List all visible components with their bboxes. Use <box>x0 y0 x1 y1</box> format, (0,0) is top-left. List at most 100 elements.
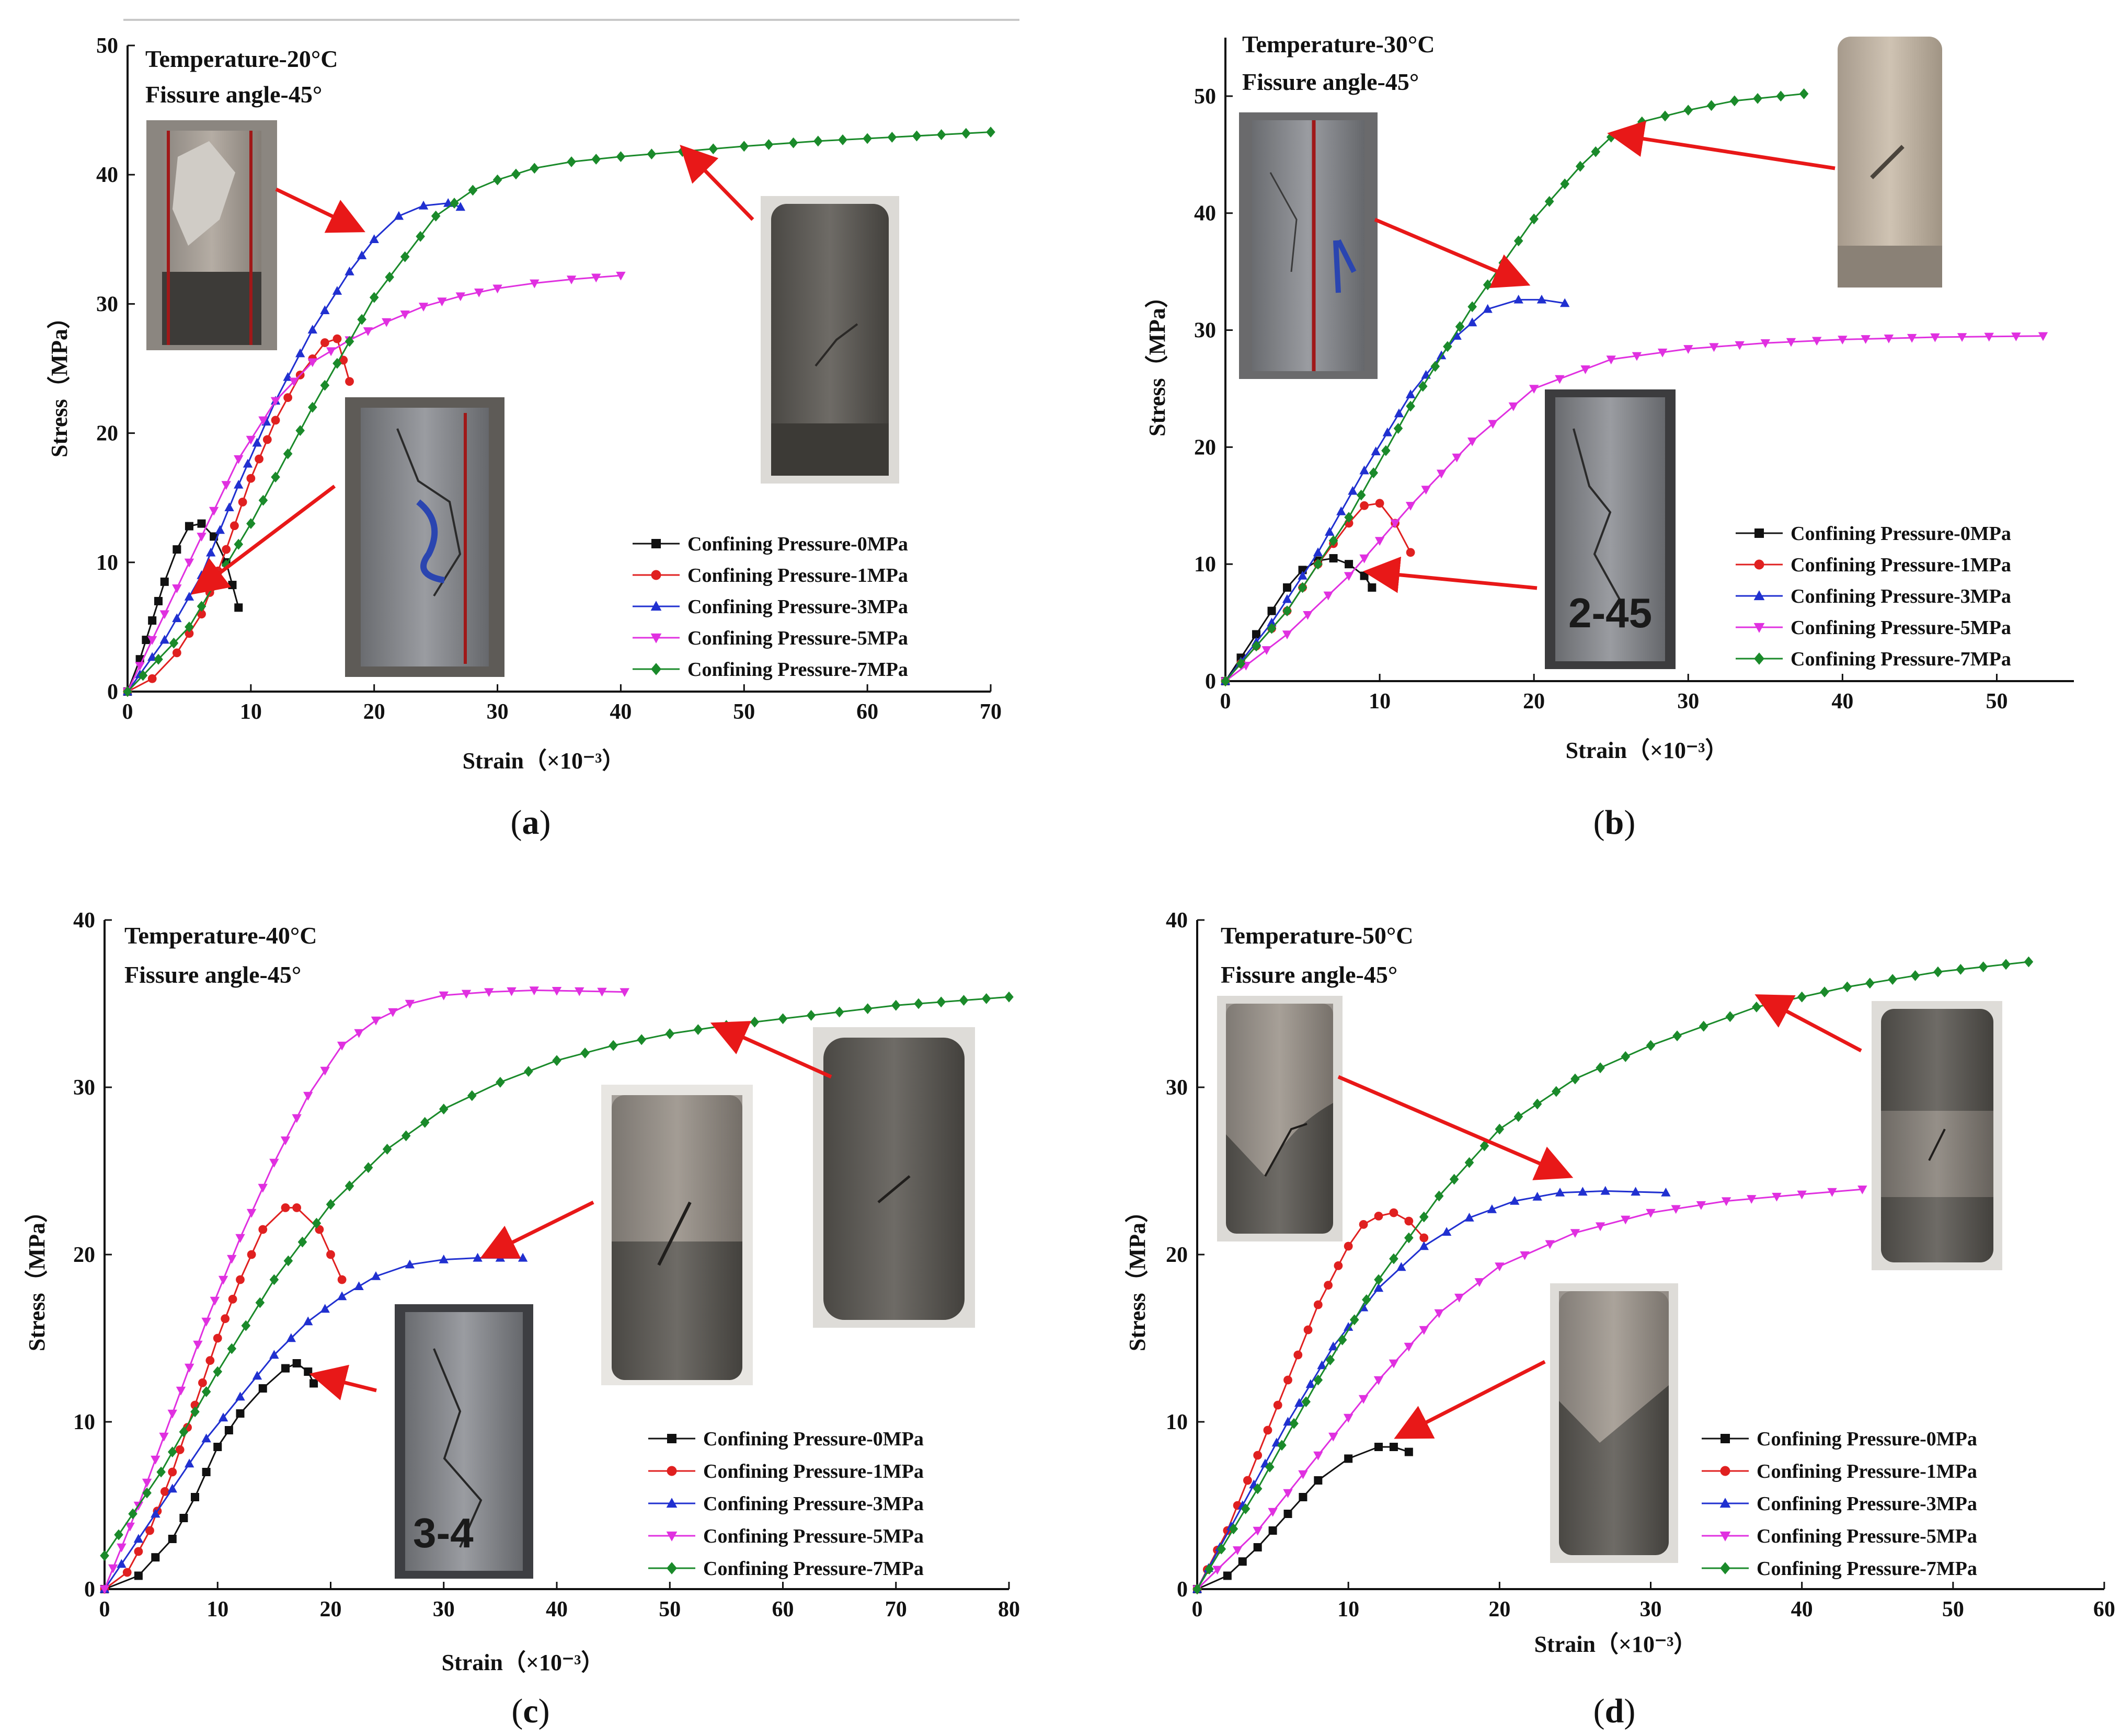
data-point <box>1483 279 1493 291</box>
y-tick-label: 0 <box>1177 1578 1188 1602</box>
data-point <box>108 1564 118 1573</box>
y-tick-label: 20 <box>73 1243 95 1267</box>
data-point <box>1356 489 1366 501</box>
data-point <box>1449 1174 1459 1185</box>
data-point <box>1418 381 1428 392</box>
x-tick-label: 0 <box>99 1597 110 1622</box>
data-point <box>1253 1451 1263 1460</box>
data-point <box>591 273 601 283</box>
data-point <box>210 1296 220 1306</box>
data-point <box>1884 335 1894 343</box>
data-point <box>185 629 194 638</box>
legend-label: Confining Pressure-0MPa <box>703 1428 924 1450</box>
y-tick-label: 10 <box>1194 553 1216 577</box>
annotation-fissure-angle: Fissure angle-45° <box>124 961 301 988</box>
data-point <box>295 348 305 358</box>
specimen-photo <box>761 196 899 484</box>
data-point <box>371 1016 381 1026</box>
data-point <box>1508 402 1519 411</box>
data-point <box>1661 1188 1671 1197</box>
data-point <box>1375 499 1384 508</box>
legend-marker <box>1753 623 1765 633</box>
data-point <box>1282 630 1292 640</box>
data-point <box>1495 1262 1505 1271</box>
data-point <box>173 545 181 554</box>
data-point <box>159 610 169 619</box>
data-point <box>1467 437 1477 446</box>
data-point <box>1404 1232 1414 1244</box>
data-point <box>304 1367 313 1376</box>
y-tick-label: 20 <box>96 422 118 446</box>
data-point <box>1313 1300 1323 1309</box>
data-point <box>1205 1563 1214 1574</box>
data-point <box>382 1144 392 1155</box>
data-point <box>1434 1309 1444 1318</box>
data-point <box>1752 1002 1761 1013</box>
data-point <box>1842 981 1852 993</box>
data-point <box>1671 1205 1681 1214</box>
data-point <box>863 1003 873 1014</box>
data-point <box>405 1259 415 1269</box>
data-point <box>1907 334 1917 343</box>
data-point <box>1730 95 1739 107</box>
data-point <box>252 1371 262 1380</box>
data-point <box>1263 1425 1272 1435</box>
data-point <box>190 1406 200 1418</box>
data-point <box>135 662 145 671</box>
data-point <box>258 495 268 506</box>
data-point <box>1452 453 1462 463</box>
data-point <box>221 481 231 490</box>
data-point <box>337 1275 347 1284</box>
data-point <box>1328 535 1338 546</box>
data-point <box>1621 1051 1631 1062</box>
legend-marker <box>1754 652 1764 665</box>
x-tick-label: 0 <box>1220 689 1231 714</box>
data-point <box>2011 332 2021 341</box>
legend-label: Confining Pressure-1MPa <box>703 1461 924 1482</box>
data-point <box>1555 1188 1565 1197</box>
legend-marker <box>650 633 662 643</box>
data-point <box>1786 338 1796 347</box>
y-tick-label: 0 <box>1205 670 1216 694</box>
data-point <box>160 577 169 586</box>
legend-marker <box>1754 528 1764 538</box>
data-point <box>283 448 293 459</box>
specimen-photo <box>1832 32 1950 291</box>
data-point <box>307 358 317 367</box>
caption-letter: d <box>1605 1692 1624 1730</box>
specimen-photo <box>146 120 277 350</box>
data-point <box>936 996 946 1008</box>
data-point <box>1336 506 1346 515</box>
y-tick-label: 0 <box>84 1578 95 1602</box>
data-point <box>160 1487 169 1496</box>
data-point <box>234 479 244 489</box>
data-point <box>1474 1278 1484 1287</box>
data-point <box>1283 1510 1292 1518</box>
data-point <box>1374 1443 1383 1451</box>
x-tick-label: 10 <box>1369 689 1391 714</box>
data-point <box>197 533 207 542</box>
caption-b: (b) <box>1593 803 1636 842</box>
y-tick-label: 0 <box>107 680 118 704</box>
data-point <box>1419 1211 1429 1223</box>
data-point <box>473 1252 483 1262</box>
data-point <box>420 1117 430 1128</box>
data-point <box>142 1478 152 1488</box>
legend: Confining Pressure-0MPa Confining Pressur… <box>1702 1428 1977 1580</box>
data-point <box>492 284 502 294</box>
data-point <box>1289 1418 1299 1429</box>
legend-label: Confining Pressure-0MPa <box>1791 523 2011 545</box>
data-point <box>1313 558 1323 570</box>
data-point <box>1359 465 1369 475</box>
data-point <box>169 637 179 649</box>
series-line <box>1224 502 1412 682</box>
data-point <box>357 314 366 325</box>
data-point <box>218 1275 228 1285</box>
legend-marker <box>1720 1434 1730 1443</box>
legend-label: Confining Pressure-0MPa <box>687 533 908 555</box>
caption-d: (d) <box>1593 1692 1636 1730</box>
data-point <box>1888 974 1897 985</box>
data-point <box>1360 571 1369 580</box>
data-point <box>552 987 562 996</box>
